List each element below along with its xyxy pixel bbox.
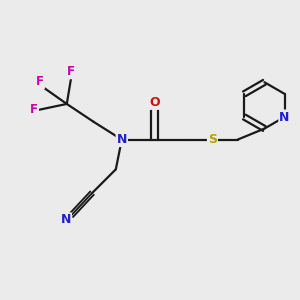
Text: O: O: [149, 96, 160, 109]
Text: N: N: [279, 110, 290, 124]
Text: S: S: [208, 133, 217, 146]
Text: N: N: [117, 133, 127, 146]
Text: F: F: [67, 65, 75, 78]
Text: F: F: [30, 103, 38, 116]
Text: N: N: [61, 213, 71, 226]
Text: F: F: [36, 75, 44, 88]
